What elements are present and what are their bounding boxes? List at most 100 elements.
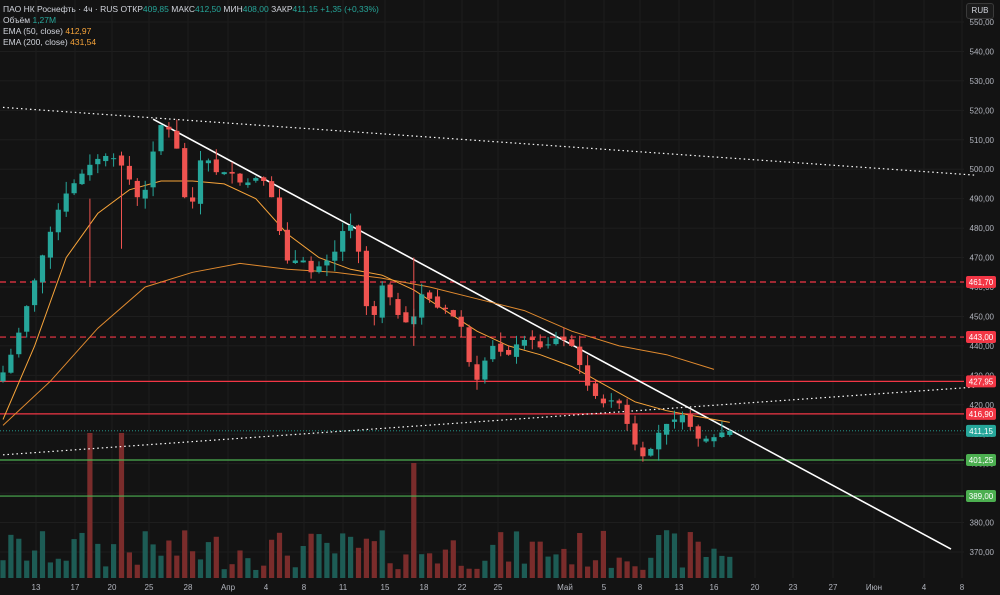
volume-bar — [569, 564, 575, 578]
legend-open-value: 409,85 — [142, 4, 169, 14]
volume-bar — [71, 539, 77, 578]
y-tick-label: 470,00 — [970, 254, 995, 263]
candle-body — [585, 365, 591, 386]
legend-close-label: ЗАКР — [271, 4, 293, 14]
candle-body — [340, 231, 346, 252]
volume-bar — [553, 554, 559, 578]
volume-bar — [16, 538, 22, 578]
level-badge — [966, 275, 996, 288]
volume-bar — [474, 568, 480, 578]
x-tick-label: 23 — [789, 583, 798, 592]
legend-title[interactable]: ПАО НК Роснефть · 4ч · RUS — [3, 4, 119, 14]
time-axis[interactable]: 13 17 20 25 28 Апр 4 8 11 15 18 22 25 Май 5 8 13 16 20 23 27… — [32, 583, 965, 592]
candle-body — [308, 260, 314, 273]
trendline-dotted[interactable] — [2, 106, 975, 176]
volume-bar — [664, 530, 670, 578]
candle-body — [47, 231, 53, 258]
level-badge — [966, 375, 996, 388]
legend-ema200-label: EMA (200, close) — [3, 37, 68, 47]
volume-bar — [0, 560, 6, 578]
candle-body — [387, 284, 393, 298]
volume-bar — [545, 556, 551, 578]
x-tick-label: 4 — [264, 583, 269, 592]
candle-body — [253, 178, 259, 181]
candle-body — [39, 255, 46, 283]
y-tick-label: 540,00 — [970, 47, 995, 56]
candle-body — [395, 299, 401, 315]
x-tick-label: 22 — [458, 583, 467, 592]
candle-body — [237, 173, 243, 183]
candle-body — [419, 294, 425, 318]
volume-bar — [308, 533, 314, 578]
volume-bar — [79, 532, 85, 578]
volume-bar — [411, 463, 417, 578]
y-tick-label: 370,00 — [970, 548, 995, 557]
candle-body — [474, 364, 480, 380]
legend-volume-value: 1,27M — [32, 15, 57, 25]
legend-ema50-label: EMA (50, close) — [3, 26, 63, 36]
volume-bar — [458, 565, 464, 578]
volume-bar — [585, 566, 591, 578]
level-badge-label: 461,70 — [969, 278, 994, 287]
volume-bar — [300, 545, 306, 578]
y-tick-label: 500,00 — [970, 165, 995, 174]
candle-body — [229, 171, 235, 174]
legend-ema200-row[interactable]: EMA (200, close) 431,54 — [3, 37, 379, 48]
candle-body — [616, 400, 622, 404]
legend-volume-label: Объём — [3, 15, 31, 25]
volume-bar — [292, 567, 298, 578]
candle-body — [687, 414, 693, 427]
volume-bar — [197, 559, 204, 578]
y-tick-label: 380,00 — [970, 519, 995, 528]
candle-body — [182, 148, 188, 198]
legend-volume-row[interactable]: Объём 1,27M — [3, 15, 379, 26]
volume-bar — [150, 544, 156, 578]
x-tick-label: 13 — [32, 583, 41, 592]
trendlines[interactable] — [2, 106, 975, 550]
candle-body — [332, 251, 338, 261]
candles — [0, 119, 733, 462]
candle-body — [513, 344, 520, 357]
legend-ema50-row[interactable]: EMA (50, close) 412,97 — [3, 26, 379, 37]
level-badge — [966, 453, 996, 466]
trendline-solid[interactable] — [152, 118, 952, 550]
volume-bar — [32, 550, 38, 578]
volume-bar — [237, 550, 243, 578]
volume-bar — [632, 566, 638, 578]
horizontal-levels[interactable] — [0, 281, 964, 497]
x-tick-label: 5 — [602, 583, 607, 592]
candle-body — [506, 349, 512, 355]
legend-ema200-value: 431,54 — [70, 37, 97, 47]
last-price-label: 411,15 — [969, 427, 993, 436]
candle-body — [434, 296, 441, 308]
candle-body — [703, 438, 709, 442]
volume-bar — [719, 555, 725, 578]
volume-bar — [111, 544, 117, 578]
x-tick-label: 8 — [960, 583, 965, 592]
y-tick-label: 480,00 — [970, 224, 995, 233]
trendline-dotted[interactable] — [2, 386, 975, 456]
volume-bar — [521, 563, 527, 578]
volume-bar — [387, 563, 393, 578]
candle-body — [458, 316, 464, 327]
legend-low-value: 408,00 — [242, 4, 269, 14]
candle-body — [466, 327, 472, 363]
candle-body — [79, 173, 85, 185]
candle-body — [719, 432, 725, 438]
volume-bar — [371, 541, 377, 578]
candle-body — [221, 172, 227, 175]
candle-body — [727, 430, 733, 435]
volume-bar — [134, 564, 140, 578]
candle-body — [553, 338, 559, 345]
candle-body — [158, 125, 164, 152]
currency-button[interactable]: RUB — [966, 3, 994, 19]
volume-bar — [506, 561, 512, 578]
legend-high-label: МАКС — [171, 4, 195, 14]
x-tick-label: 8 — [638, 583, 643, 592]
x-tick-label: 13 — [675, 583, 684, 592]
candle-body — [276, 197, 283, 232]
candle-body — [87, 164, 93, 176]
legend-high-value: 412,50 — [195, 4, 221, 14]
candle-body — [174, 130, 180, 149]
